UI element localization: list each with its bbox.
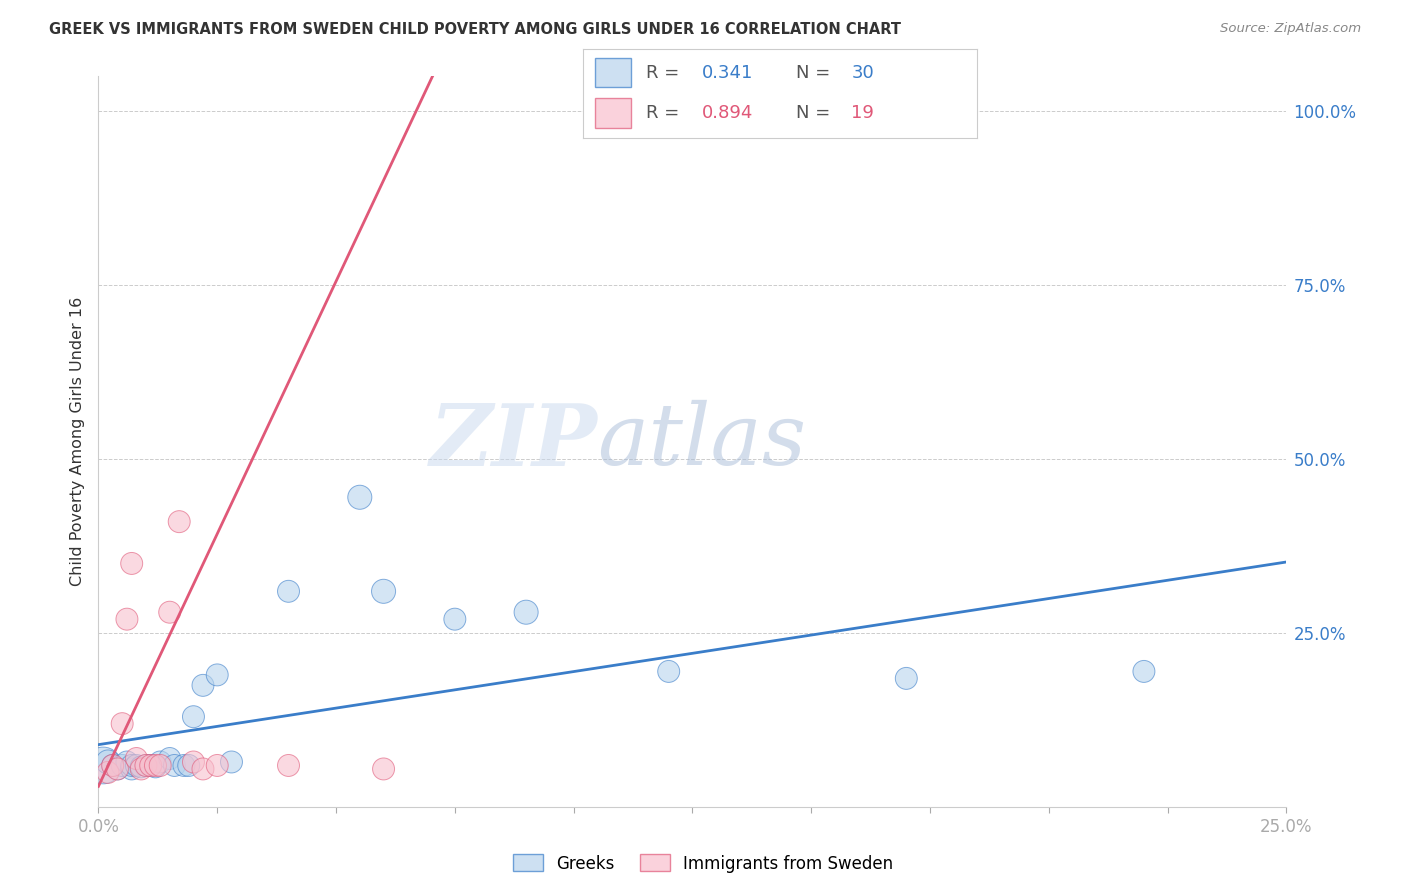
Point (163, 758, 186, 772)
Point (107, 762, 129, 776)
Point (111, 716, 134, 731)
FancyBboxPatch shape (595, 58, 631, 87)
Point (896, 672, 918, 686)
Text: N =: N = (796, 104, 837, 122)
Point (121, 762, 143, 776)
Point (111, 758, 134, 772)
Point (277, 758, 299, 772)
Point (145, 758, 167, 772)
Point (183, 709, 205, 723)
FancyBboxPatch shape (595, 98, 631, 128)
Point (97, 765, 120, 780)
Point (173, 758, 195, 772)
Point (207, 758, 229, 772)
Point (101, 758, 124, 772)
Text: 19: 19 (851, 104, 875, 122)
Point (115, 755, 138, 769)
Point (125, 751, 148, 765)
Point (139, 758, 162, 772)
Point (107, 762, 129, 776)
Point (373, 762, 395, 776)
Text: GREEK VS IMMIGRANTS FROM SWEDEN CHILD POVERTY AMONG GIRLS UNDER 16 CORRELATION C: GREEK VS IMMIGRANTS FROM SWEDEN CHILD PO… (49, 22, 901, 37)
Point (129, 760, 152, 774)
Text: R =: R = (647, 64, 686, 82)
Point (191, 762, 214, 776)
Point (149, 755, 172, 769)
Point (183, 755, 205, 769)
Text: ZIP: ZIP (430, 400, 598, 483)
Point (159, 751, 181, 765)
Legend: Greeks, Immigrants from Sweden: Greeks, Immigrants from Sweden (506, 847, 900, 880)
Point (373, 584, 395, 599)
Text: 30: 30 (851, 64, 875, 82)
Point (515, 605, 537, 619)
Point (115, 612, 138, 626)
Point (145, 760, 167, 774)
Y-axis label: Child Poverty Among Girls Under 16: Child Poverty Among Girls Under 16 (69, 297, 84, 586)
Point (277, 584, 299, 599)
Text: 0.341: 0.341 (702, 64, 754, 82)
Point (135, 758, 157, 772)
Point (349, 490, 371, 504)
Point (149, 758, 172, 772)
Point (207, 668, 229, 682)
Point (139, 758, 162, 772)
Point (121, 557, 143, 571)
Point (1133, 665, 1156, 679)
Point (129, 762, 152, 776)
Point (125, 758, 148, 772)
Text: R =: R = (647, 104, 686, 122)
Point (121, 758, 143, 772)
Point (444, 612, 467, 626)
Point (658, 665, 681, 679)
Text: Source: ZipAtlas.com: Source: ZipAtlas.com (1220, 22, 1361, 36)
Point (91, 758, 114, 772)
Text: N =: N = (796, 64, 837, 82)
Point (97, 755, 120, 769)
Point (101, 758, 124, 772)
Point (177, 758, 200, 772)
Point (167, 515, 190, 529)
Point (159, 605, 181, 619)
Text: 0.894: 0.894 (702, 104, 754, 122)
Point (221, 755, 243, 769)
Text: atlas: atlas (598, 401, 807, 483)
Point (191, 678, 214, 692)
Point (135, 758, 157, 772)
